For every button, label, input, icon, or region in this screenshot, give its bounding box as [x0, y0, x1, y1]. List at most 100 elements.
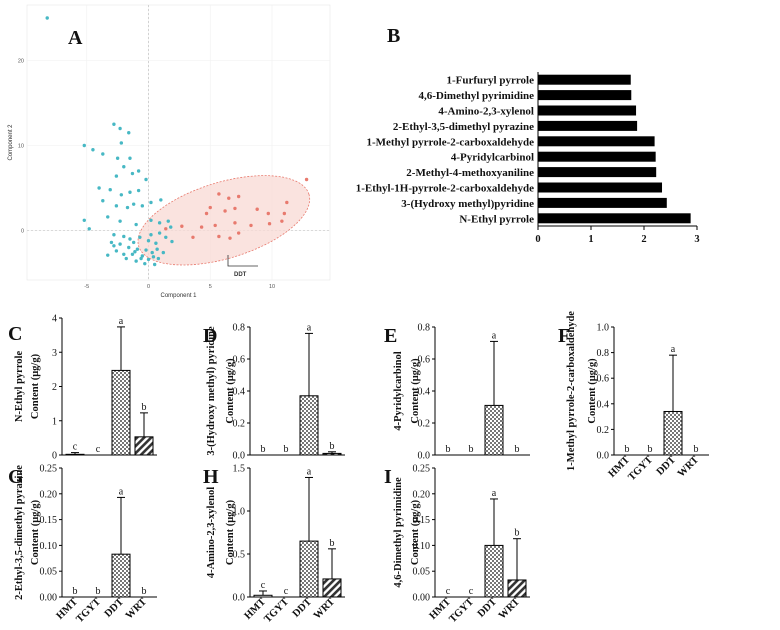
panel-a-point-other	[118, 242, 122, 246]
panel-h-ytick-label: 1.5	[233, 464, 246, 475]
panel-a-point-other	[112, 233, 116, 237]
panel-e-significance-letter: a	[492, 330, 497, 341]
panel-a-point-other	[149, 218, 153, 222]
panel-h-ytick-label: 0.5	[233, 550, 246, 561]
panel-a-point-other	[101, 152, 105, 156]
panel-d-bar	[299, 395, 319, 456]
panel-a-point-ddt	[282, 211, 287, 216]
panel-g-category-label: TGYT	[74, 596, 103, 625]
panel-a-point-other	[128, 237, 132, 241]
panel-a-point-other	[169, 225, 173, 229]
panel-e-ytick-label: 0.6	[418, 355, 431, 366]
panel-a-point-other	[124, 256, 128, 261]
panel-b-xtick-label: 2	[641, 234, 646, 245]
panel-d-significance-letter: b	[330, 441, 335, 452]
panel-a-xlabel: Component 1	[160, 293, 197, 299]
panel-a-xtick: 10	[269, 284, 275, 290]
panel-h-category-label: DDT	[291, 596, 314, 619]
panel-a-point-other	[112, 244, 116, 248]
panel-a-point-other	[136, 169, 141, 173]
panel-e-ytick-label: 0.2	[418, 419, 431, 430]
panel-a-point-other	[146, 239, 151, 243]
panel-h-category-label: WRT	[312, 596, 337, 621]
panel-c-bar-chart: 0 1 2 3 4 c c a b Content (μg/g) N-Ethyl pyrrole C	[8, 314, 157, 462]
panel-a-point-ddt	[223, 209, 227, 213]
panel-a-point-other	[152, 262, 157, 267]
panel-a-point-other	[159, 198, 163, 202]
panel-a-point-ddt	[255, 207, 259, 211]
panel-a-point-other	[136, 188, 141, 193]
panel-a-point-other	[139, 256, 143, 261]
panel-b-xtick-label: 0	[535, 234, 540, 245]
panel-a-point-other	[149, 233, 153, 237]
panel-h-ytick-label: 1.0	[233, 507, 246, 518]
panel-b-bar	[538, 182, 663, 193]
panel-d-significance-letter: a	[307, 322, 312, 333]
panel-e-compound-name: 4-Pyridylcarbinol	[393, 351, 404, 430]
panel-a-point-other	[164, 235, 168, 239]
panel-e-ytick-label: 0.0	[418, 451, 431, 462]
panel-f-ytick-label: 0.6	[597, 374, 610, 385]
panel-h-ytick-label: 0.0	[233, 593, 246, 604]
panel-d-ytick-label: 0.0	[233, 451, 246, 462]
panel-a-point-ddt	[199, 225, 204, 229]
panel-a-point-other	[114, 204, 119, 208]
panel-a-point-other	[140, 204, 145, 208]
panel-f-letter: F	[558, 325, 570, 347]
panel-a-point-ddt	[236, 194, 241, 199]
panel-d-ytick-label: 0.4	[233, 387, 246, 398]
panel-a-point-other	[135, 247, 140, 251]
panel-a-point-other	[131, 240, 136, 245]
panel-a-point-other	[114, 249, 119, 253]
panel-f-ytick-label: 0.2	[597, 425, 610, 436]
panel-g-bar-chart: 0.000.050.100.150.200.25bHMTbTGYTaDDTbWR…	[8, 464, 157, 625]
panel-a-point-other	[151, 255, 156, 259]
panel-g-ylabel: Content (μg/g)	[30, 499, 41, 565]
panel-f-ylabel: Content (μg/g)	[587, 358, 598, 424]
panel-a-ytick: 20	[18, 59, 24, 65]
panel-a-point-other	[157, 231, 162, 235]
panel-b-bar	[538, 167, 657, 178]
panel-a-point-other	[155, 247, 159, 251]
panel-a-point-other	[109, 240, 114, 245]
panel-b-category-label: 1-Methyl pyrrole-2-carboxaldehyde	[366, 136, 534, 148]
panel-b-bar	[538, 197, 667, 208]
panel-b-bar	[538, 136, 655, 147]
panel-a-point-other	[127, 245, 131, 250]
panel-f-category-label: DDT	[655, 454, 678, 477]
panel-f-bar-chart: 0.00.20.40.60.81.0bHMTbTGYTaDDTbWRTConte…	[558, 311, 709, 483]
panel-h-significance-letter: a	[307, 466, 312, 477]
panel-f-category-label: WRT	[676, 454, 701, 479]
panel-d-letter: D	[203, 325, 217, 347]
panel-a-point-other	[166, 219, 170, 223]
panel-g-ytick-label: 0.00	[40, 593, 58, 604]
panel-a-point-ddt	[227, 196, 231, 200]
panel-a-point-other	[146, 257, 151, 262]
panel-c-ytick-label: 1	[52, 416, 57, 427]
panel-f-ytick-label: 0.0	[597, 451, 610, 462]
panel-a-point-other	[112, 122, 116, 126]
panel-h-compound-name: 4-Amino-2,3-xylenol	[206, 487, 217, 578]
panel-d-compound-name: 3-(Hydroxy methyl) pyridine	[206, 326, 217, 456]
panel-a-point-other	[108, 188, 112, 192]
panel-e-significance-letter: b	[515, 444, 520, 455]
panel-a-point-other	[115, 156, 120, 160]
panel-b-letter: B	[387, 25, 400, 47]
panel-i-ytick-label: 0.00	[413, 593, 431, 604]
panel-a-point-other	[82, 218, 86, 222]
panel-a-point-other	[138, 235, 142, 239]
panel-d-bar-chart: 0.0 0.2 0.4 0.6 0.8 b b a b Content (μg/g) 3-(Hydr…	[203, 322, 345, 462]
panel-a-point-ddt	[213, 223, 217, 228]
panel-i-category-label: TGYT	[447, 596, 476, 625]
panel-a-point-other	[130, 171, 135, 176]
panel-b-bar	[538, 213, 691, 224]
panel-a-point-ddt	[208, 205, 212, 210]
panel-a-point-other	[133, 250, 137, 254]
panel-b-category-label: 2-Methyl-4-methoxyaniline	[406, 167, 534, 179]
panel-a-point-other	[134, 259, 138, 263]
panel-d-significance-letter: b	[284, 444, 289, 455]
panel-f-significance-letter: b	[625, 444, 630, 455]
panel-a-point-other	[101, 199, 105, 203]
panel-f-ytick-label: 0.4	[597, 399, 610, 410]
